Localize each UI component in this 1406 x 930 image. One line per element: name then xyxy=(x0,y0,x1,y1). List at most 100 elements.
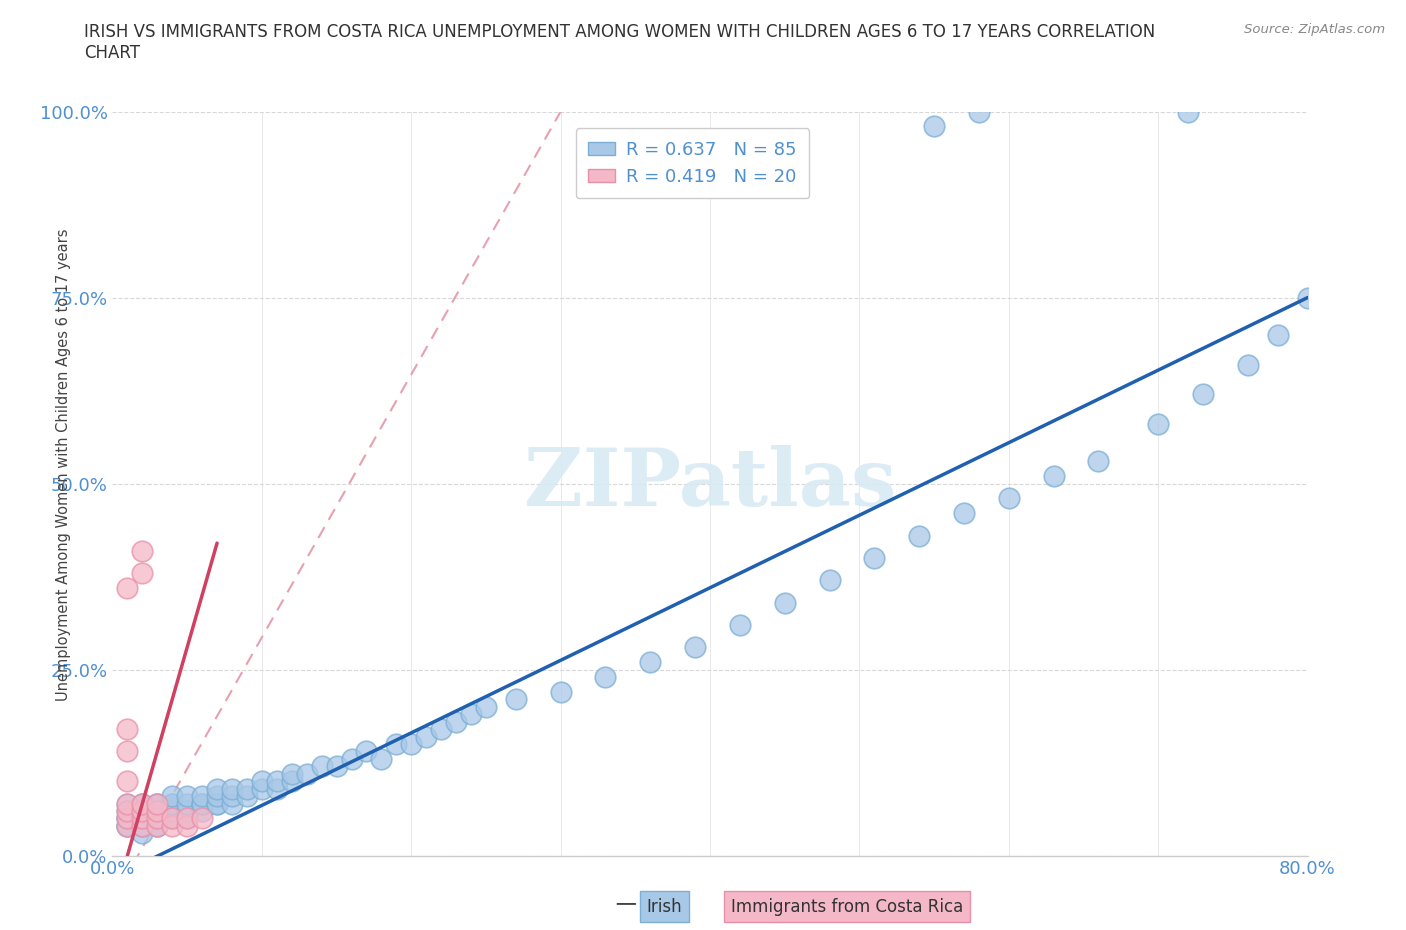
Point xyxy=(205,796,228,811)
Point xyxy=(295,766,318,781)
Point xyxy=(221,789,243,804)
Point xyxy=(146,804,169,818)
Point xyxy=(1042,469,1064,484)
Point xyxy=(131,565,153,580)
Point xyxy=(191,796,214,811)
Point xyxy=(176,811,198,826)
Point xyxy=(117,796,139,811)
Point xyxy=(117,811,139,826)
Point xyxy=(1237,357,1260,372)
Text: Source: ZipAtlas.com: Source: ZipAtlas.com xyxy=(1244,23,1385,36)
Point xyxy=(131,796,153,811)
Point xyxy=(117,811,139,826)
Point xyxy=(250,774,273,789)
Point xyxy=(176,818,198,833)
Point xyxy=(117,818,139,833)
Point xyxy=(818,573,841,588)
Point xyxy=(117,796,139,811)
Point xyxy=(162,804,183,818)
Legend: R = 0.637   N = 85, R = 0.419   N = 20: R = 0.637 N = 85, R = 0.419 N = 20 xyxy=(575,128,810,198)
Point xyxy=(922,119,945,134)
Point xyxy=(117,811,139,826)
Point xyxy=(146,796,169,811)
Point xyxy=(250,781,273,796)
Point xyxy=(162,811,183,826)
Point xyxy=(117,774,139,789)
Point xyxy=(146,818,169,833)
Point xyxy=(162,811,183,826)
Point xyxy=(146,818,169,833)
Point xyxy=(146,811,169,826)
Point xyxy=(117,744,139,759)
Point xyxy=(683,640,706,655)
Point xyxy=(205,789,228,804)
Point xyxy=(131,796,153,811)
Point xyxy=(863,551,886,565)
Point xyxy=(325,759,347,774)
Point xyxy=(162,789,183,804)
Text: Irish: Irish xyxy=(647,897,682,916)
Point xyxy=(176,811,198,826)
Point xyxy=(117,722,139,737)
Point xyxy=(131,818,153,833)
Point xyxy=(266,774,288,789)
Point xyxy=(728,618,751,632)
Point xyxy=(221,796,243,811)
Point xyxy=(131,826,153,841)
Point xyxy=(146,796,169,811)
Point xyxy=(131,804,153,818)
Point xyxy=(131,543,153,558)
Point xyxy=(236,781,259,796)
Point xyxy=(475,699,498,714)
Point xyxy=(281,766,304,781)
Point xyxy=(967,104,990,119)
Point xyxy=(221,781,243,796)
Point xyxy=(1177,104,1199,119)
Point xyxy=(176,804,198,818)
Text: Immigrants from Costa Rica: Immigrants from Costa Rica xyxy=(731,897,963,916)
Point xyxy=(1087,454,1109,469)
Point xyxy=(131,818,153,833)
Point xyxy=(146,796,169,811)
Point xyxy=(460,707,482,722)
Point xyxy=(191,796,214,811)
Point xyxy=(191,789,214,804)
Point xyxy=(370,751,392,766)
Point xyxy=(146,811,169,826)
Point xyxy=(1267,327,1289,342)
Point xyxy=(773,595,796,610)
Point xyxy=(131,811,153,826)
Point xyxy=(505,692,527,707)
Point xyxy=(131,811,153,826)
Point xyxy=(131,796,153,811)
Point xyxy=(236,789,259,804)
Point xyxy=(162,818,183,833)
Point xyxy=(146,811,169,826)
Point xyxy=(131,804,153,818)
Point xyxy=(191,804,214,818)
Point xyxy=(117,804,139,818)
Point xyxy=(176,796,198,811)
Point xyxy=(311,759,333,774)
Point xyxy=(356,744,378,759)
Point xyxy=(908,528,931,543)
Point xyxy=(1147,417,1170,432)
Point xyxy=(176,804,198,818)
Point xyxy=(430,722,453,737)
Point xyxy=(550,684,572,699)
Point xyxy=(191,811,214,826)
Point xyxy=(953,506,976,521)
Point xyxy=(146,804,169,818)
Point xyxy=(162,811,183,826)
Point xyxy=(1296,290,1319,305)
Text: Unemployment Among Women with Children Ages 6 to 17 years: Unemployment Among Women with Children A… xyxy=(56,229,70,701)
Point xyxy=(205,796,228,811)
Point xyxy=(998,491,1021,506)
Point xyxy=(176,789,198,804)
Point xyxy=(131,804,153,818)
Point xyxy=(401,737,423,751)
Point xyxy=(1192,387,1215,402)
Point xyxy=(117,804,139,818)
Point xyxy=(281,774,304,789)
Point xyxy=(117,580,139,595)
